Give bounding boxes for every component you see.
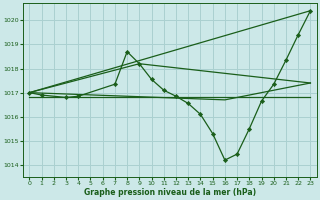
X-axis label: Graphe pression niveau de la mer (hPa): Graphe pression niveau de la mer (hPa) (84, 188, 256, 197)
